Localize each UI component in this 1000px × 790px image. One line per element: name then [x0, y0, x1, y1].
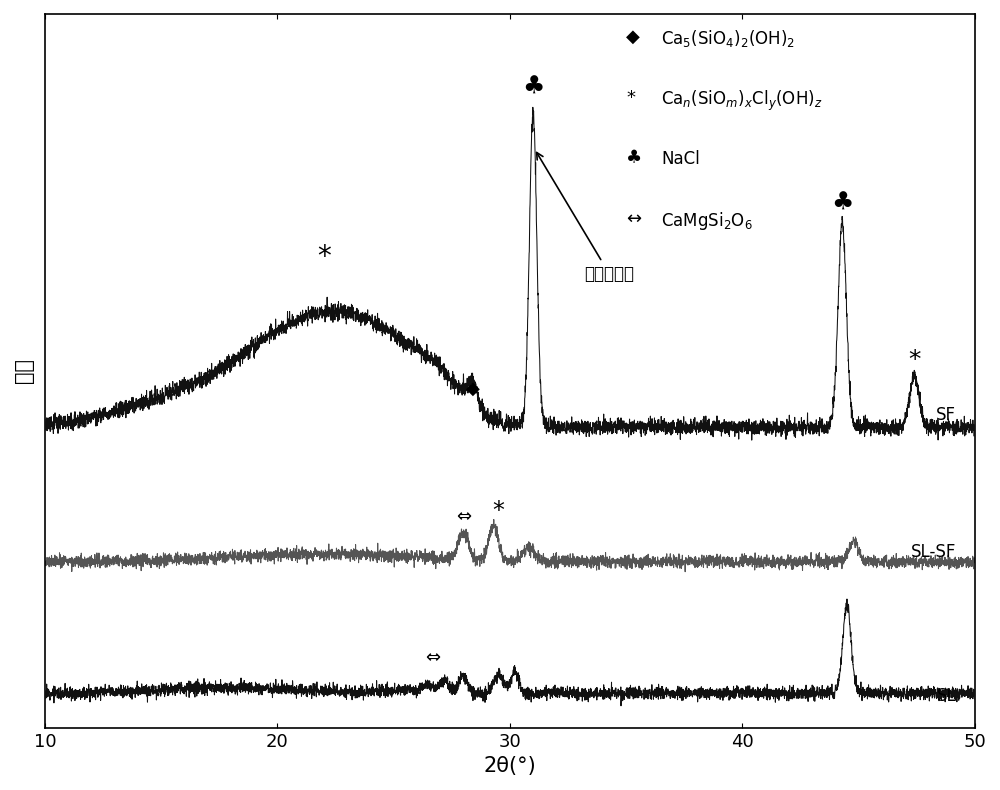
Text: ◆: ◆ [626, 28, 640, 46]
Text: ↔: ↔ [626, 210, 641, 228]
Text: CaMgSi$_2$O$_6$: CaMgSi$_2$O$_6$ [661, 210, 753, 232]
Text: ◆: ◆ [466, 379, 480, 397]
Text: ♣: ♣ [831, 190, 853, 214]
Text: ⇔: ⇔ [456, 508, 471, 526]
Text: Ca$_5$(SiO$_4$)$_2$(OH)$_2$: Ca$_5$(SiO$_4$)$_2$(OH)$_2$ [661, 28, 796, 49]
Y-axis label: 强度: 强度 [14, 359, 34, 383]
Text: Ca$_n$(SiO$_m$)$_x$Cl$_y$(OH)$_z$: Ca$_n$(SiO$_m$)$_x$Cl$_y$(OH)$_z$ [661, 88, 823, 113]
Text: 托贝莫来石: 托贝莫来石 [537, 152, 634, 283]
Text: *: * [626, 88, 635, 107]
Text: ♣: ♣ [626, 149, 642, 167]
Text: *: * [908, 348, 920, 372]
Text: SF: SF [936, 405, 956, 423]
Text: ⇔: ⇔ [426, 649, 441, 667]
X-axis label: 2θ(°): 2θ(°) [483, 756, 536, 776]
Text: *: * [492, 498, 504, 523]
Text: ♣: ♣ [522, 74, 544, 99]
Text: *: * [317, 243, 331, 271]
Text: NaCl: NaCl [661, 149, 700, 167]
Text: SL: SL [936, 687, 956, 705]
Text: SL-SF: SL-SF [911, 544, 956, 562]
